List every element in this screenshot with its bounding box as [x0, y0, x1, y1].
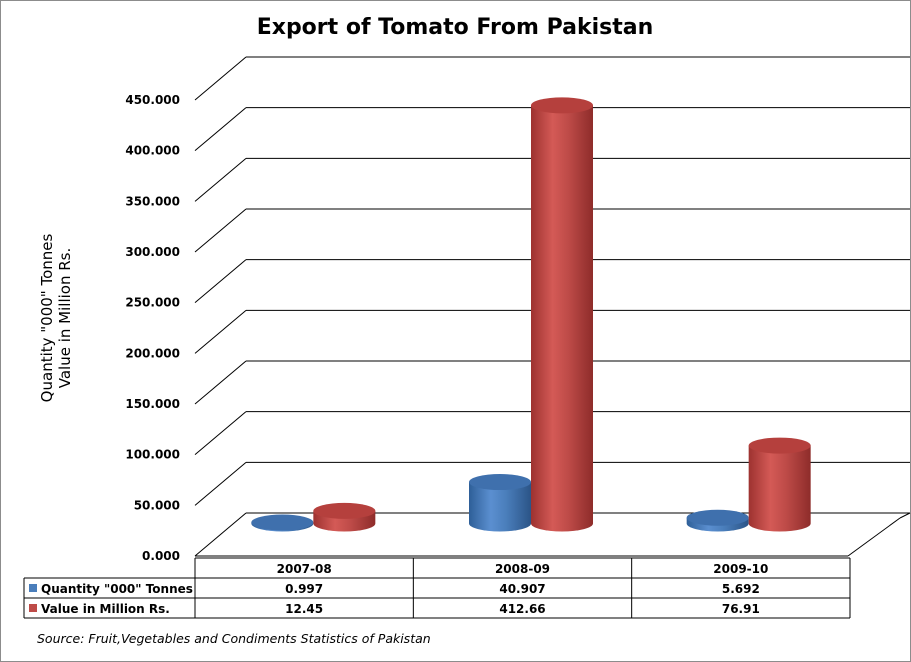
- gridline-side: [194, 360, 247, 405]
- y-tick-label: 150.000: [125, 397, 180, 411]
- y-axis-label-line-1: Quantity "000" Tonnes: [38, 234, 56, 403]
- y-tick-label: 50.000: [134, 498, 180, 512]
- gridline-side: [194, 512, 247, 557]
- chart-title: Export of Tomato From Pakistan: [257, 15, 654, 40]
- table-cell: 0.997: [285, 582, 323, 596]
- y-axis-label: Quantity "000" Tonnes Value in Million R…: [38, 234, 74, 403]
- bar-body: [531, 105, 593, 532]
- gridline-side: [194, 309, 247, 354]
- bar-quantity-2009-10: [686, 509, 749, 532]
- bar-top: [469, 474, 531, 491]
- bar-top: [531, 97, 593, 114]
- table-cell: 76.91: [722, 602, 760, 616]
- bar-quantity-2008-09: [469, 474, 531, 532]
- gridline-side: [194, 107, 247, 152]
- gridline-side: [194, 411, 247, 456]
- x-category-label: 2007-08: [277, 562, 332, 576]
- y-tick-label: 0.000: [142, 549, 180, 563]
- y-tick-label: 100.000: [125, 448, 180, 462]
- table-cell: 5.692: [722, 582, 760, 596]
- x-category-label: 2009-10: [713, 562, 768, 576]
- bar-top: [313, 502, 376, 519]
- bar-top: [686, 509, 749, 526]
- bar-value-2007-08: [313, 502, 376, 532]
- bar-body: [469, 482, 531, 532]
- floor-right-edge: [847, 517, 901, 557]
- table-cell: 412.66: [499, 602, 545, 616]
- y-tick-label: 200.000: [125, 346, 180, 360]
- bar-top: [748, 437, 811, 454]
- gridline-side: [194, 208, 247, 253]
- bar-value-2008-09: [531, 97, 593, 532]
- gridline-side: [194, 259, 247, 304]
- y-tick-label: 350.000: [125, 194, 180, 208]
- table-cell: 40.907: [499, 582, 545, 596]
- legend-swatch: [29, 584, 37, 592]
- table-cell: 12.45: [285, 602, 323, 616]
- legend-entry: Quantity "000" Tonnes: [41, 582, 193, 596]
- y-tick-label: 300.000: [125, 245, 180, 259]
- bar-value-2009-10: [748, 437, 811, 532]
- y-tick-label: 250.000: [125, 296, 180, 310]
- source-note: Source: Fruit,Vegetables and Condiments …: [37, 631, 431, 646]
- bars: [251, 97, 811, 532]
- legend-entry: Value in Million Rs.: [41, 602, 170, 616]
- bar-top: [251, 514, 314, 531]
- gridline-side: [194, 157, 247, 202]
- bar-quantity-2007-08: [251, 514, 314, 532]
- y-tick-label: 400.000: [125, 144, 180, 158]
- legend-swatch: [29, 604, 37, 612]
- gridline-side: [194, 461, 247, 506]
- y-axis-label-line-2: Value in Million Rs.: [56, 248, 74, 388]
- y-axis-ticks: 0.000 50.000 100.000 150.000 200.000 250.000 3…: [125, 93, 180, 563]
- bar-body: [748, 445, 811, 532]
- x-category-label: 2008-09: [495, 562, 550, 576]
- data-table: 2007-08 2008-09 2009-10 Quantity "000" Tonn…: [23, 557, 851, 619]
- gridline-side: [194, 56, 247, 101]
- y-tick-label: 450.000: [125, 93, 180, 107]
- floor-right-edge-2: [899, 512, 911, 519]
